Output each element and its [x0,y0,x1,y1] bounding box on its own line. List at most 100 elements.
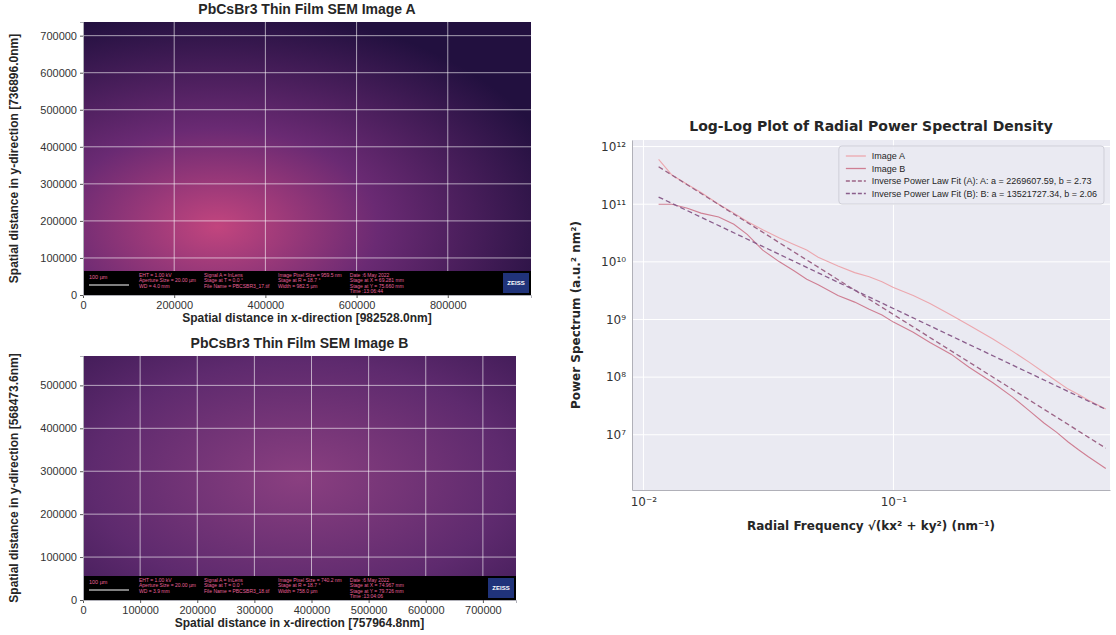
legend-item: Image A [846,151,905,161]
tick-mark [197,600,198,603]
y-axis-title: Spatial distance in y-direction [568473.… [7,353,21,602]
tick: 10⁸ [606,370,632,384]
axis: 10⁷10⁸10⁹10¹⁰10¹¹10¹² [601,140,632,491]
axis-line [80,23,84,296]
grid-line [425,356,426,600]
tick-label: 10⁹ [606,313,626,327]
tick: 100000 [122,600,159,616]
grid-line [83,72,531,73]
logo-box [503,273,529,293]
tick: 0 [71,594,83,606]
tick: 800000 [430,295,467,311]
chart-title: PbCsBr3 Thin Film SEM Image B [191,335,409,351]
info-bar-background [83,576,516,600]
tick-label: 500000 [351,604,388,616]
x-axis-title: Spatial distance in x-direction [982528.… [182,311,431,325]
info-text: Time :13:06:44 [350,288,383,294]
tick-label: 10¹¹ [601,198,626,212]
scale-bar-label: 100 µm [89,274,108,280]
y-axis-title: Spatial distance in y-direction [736896.… [7,34,21,283]
legend-item: Image B [846,164,906,174]
tick-mark [312,600,313,603]
legend-item: Inverse Power Law Fit (A): A: a = 226960… [846,176,1092,186]
tick: 700000 [40,30,83,42]
grid-line [254,356,255,600]
tick-label: 200000 [179,604,216,616]
legend-swatch [846,168,866,169]
legend-box [839,146,1104,204]
tick-label: 10⁸ [606,370,626,384]
axis-line [633,490,1111,491]
tick: 300000 [40,465,83,477]
info-text: File Name = PBCSBR3_17.tif [204,283,270,289]
tick: 0 [71,289,83,301]
tick: 0 [80,600,86,616]
info-text: File Name = PBCSBR3_18.tif [204,588,270,594]
legend-label: Image B [872,164,906,174]
tick: 600000 [339,295,376,311]
chart-title: Log-Log Plot of Radial Power Spectral De… [689,118,1053,134]
tick: 600000 [40,67,83,79]
legend-label: Inverse Power Law Fit (B): B: a = 135217… [872,189,1097,199]
tick: 10¹⁰ [601,255,632,269]
tick-mark [80,184,83,185]
tick-label: 800000 [430,299,467,311]
tick-mark [80,221,83,222]
logo: ZEISS [507,280,524,286]
legend-item: Inverse Power Law Fit (B): B: a = 135217… [846,189,1097,199]
tick-mark [448,295,449,298]
grid-line [83,257,531,258]
info-text: WD = 4.0 mm [139,283,170,289]
tick: 400000 [40,422,83,434]
grid-line [140,356,141,600]
tick-label: 200000 [40,508,77,520]
legend-swatch [846,180,866,181]
logo-box [488,578,514,598]
tick-label: 200000 [156,299,193,311]
grid-line [265,22,266,295]
axis: 10⁻²10⁻¹ [631,490,1111,509]
tick-mark [426,600,427,603]
axis-line [84,296,532,299]
tick-label: 300000 [40,465,77,477]
tick: 200000 [156,295,193,311]
legend: Image A Image B Inverse Power Law Fit (A):… [839,146,1104,204]
chart-title: PbCsBr3 Thin Film SEM Image A [198,1,415,17]
grid-line [197,356,198,600]
plot-area [659,159,1106,468]
tick-mark [80,557,83,558]
tick: 10⁻² [631,490,658,509]
grid-line [356,22,357,295]
tick: 300000 [237,600,274,616]
axis: 0100000200000300000400000500000600000700… [80,600,516,616]
tick-label: 200000 [40,215,77,227]
tick-mark [80,471,83,472]
sem-image [83,356,516,600]
tick-label: 500000 [40,379,77,391]
tick: 400000 [248,295,285,311]
grid-line [447,22,448,295]
series-line [659,159,1106,409]
tick-label: 700000 [40,30,77,42]
axis-line [80,357,84,601]
tick-mark [80,600,83,601]
tick: 500000 [40,104,83,116]
tick-label: 300000 [237,604,274,616]
tick-mark [357,295,358,298]
x-axis-title: Radial Frequency √(kx² + ky²) (nm⁻¹) [747,519,995,533]
grid-line [643,140,644,490]
scale-bar [89,590,129,591]
tick-mark [80,258,83,259]
axis-line [84,601,517,604]
tick: 500000 [40,379,83,391]
tick-mark [140,600,141,603]
logo: ZEISS [492,585,509,591]
tick-label: 10¹⁰ [601,255,626,269]
tick: 10¹² [601,140,632,154]
grid-line [83,109,531,110]
legend-label: Inverse Power Law Fit (A): A: a = 226960… [872,176,1092,186]
series-line [659,167,1106,448]
legend-swatch [846,155,866,156]
tick-label: 100000 [40,551,77,563]
sem-image [83,22,531,295]
